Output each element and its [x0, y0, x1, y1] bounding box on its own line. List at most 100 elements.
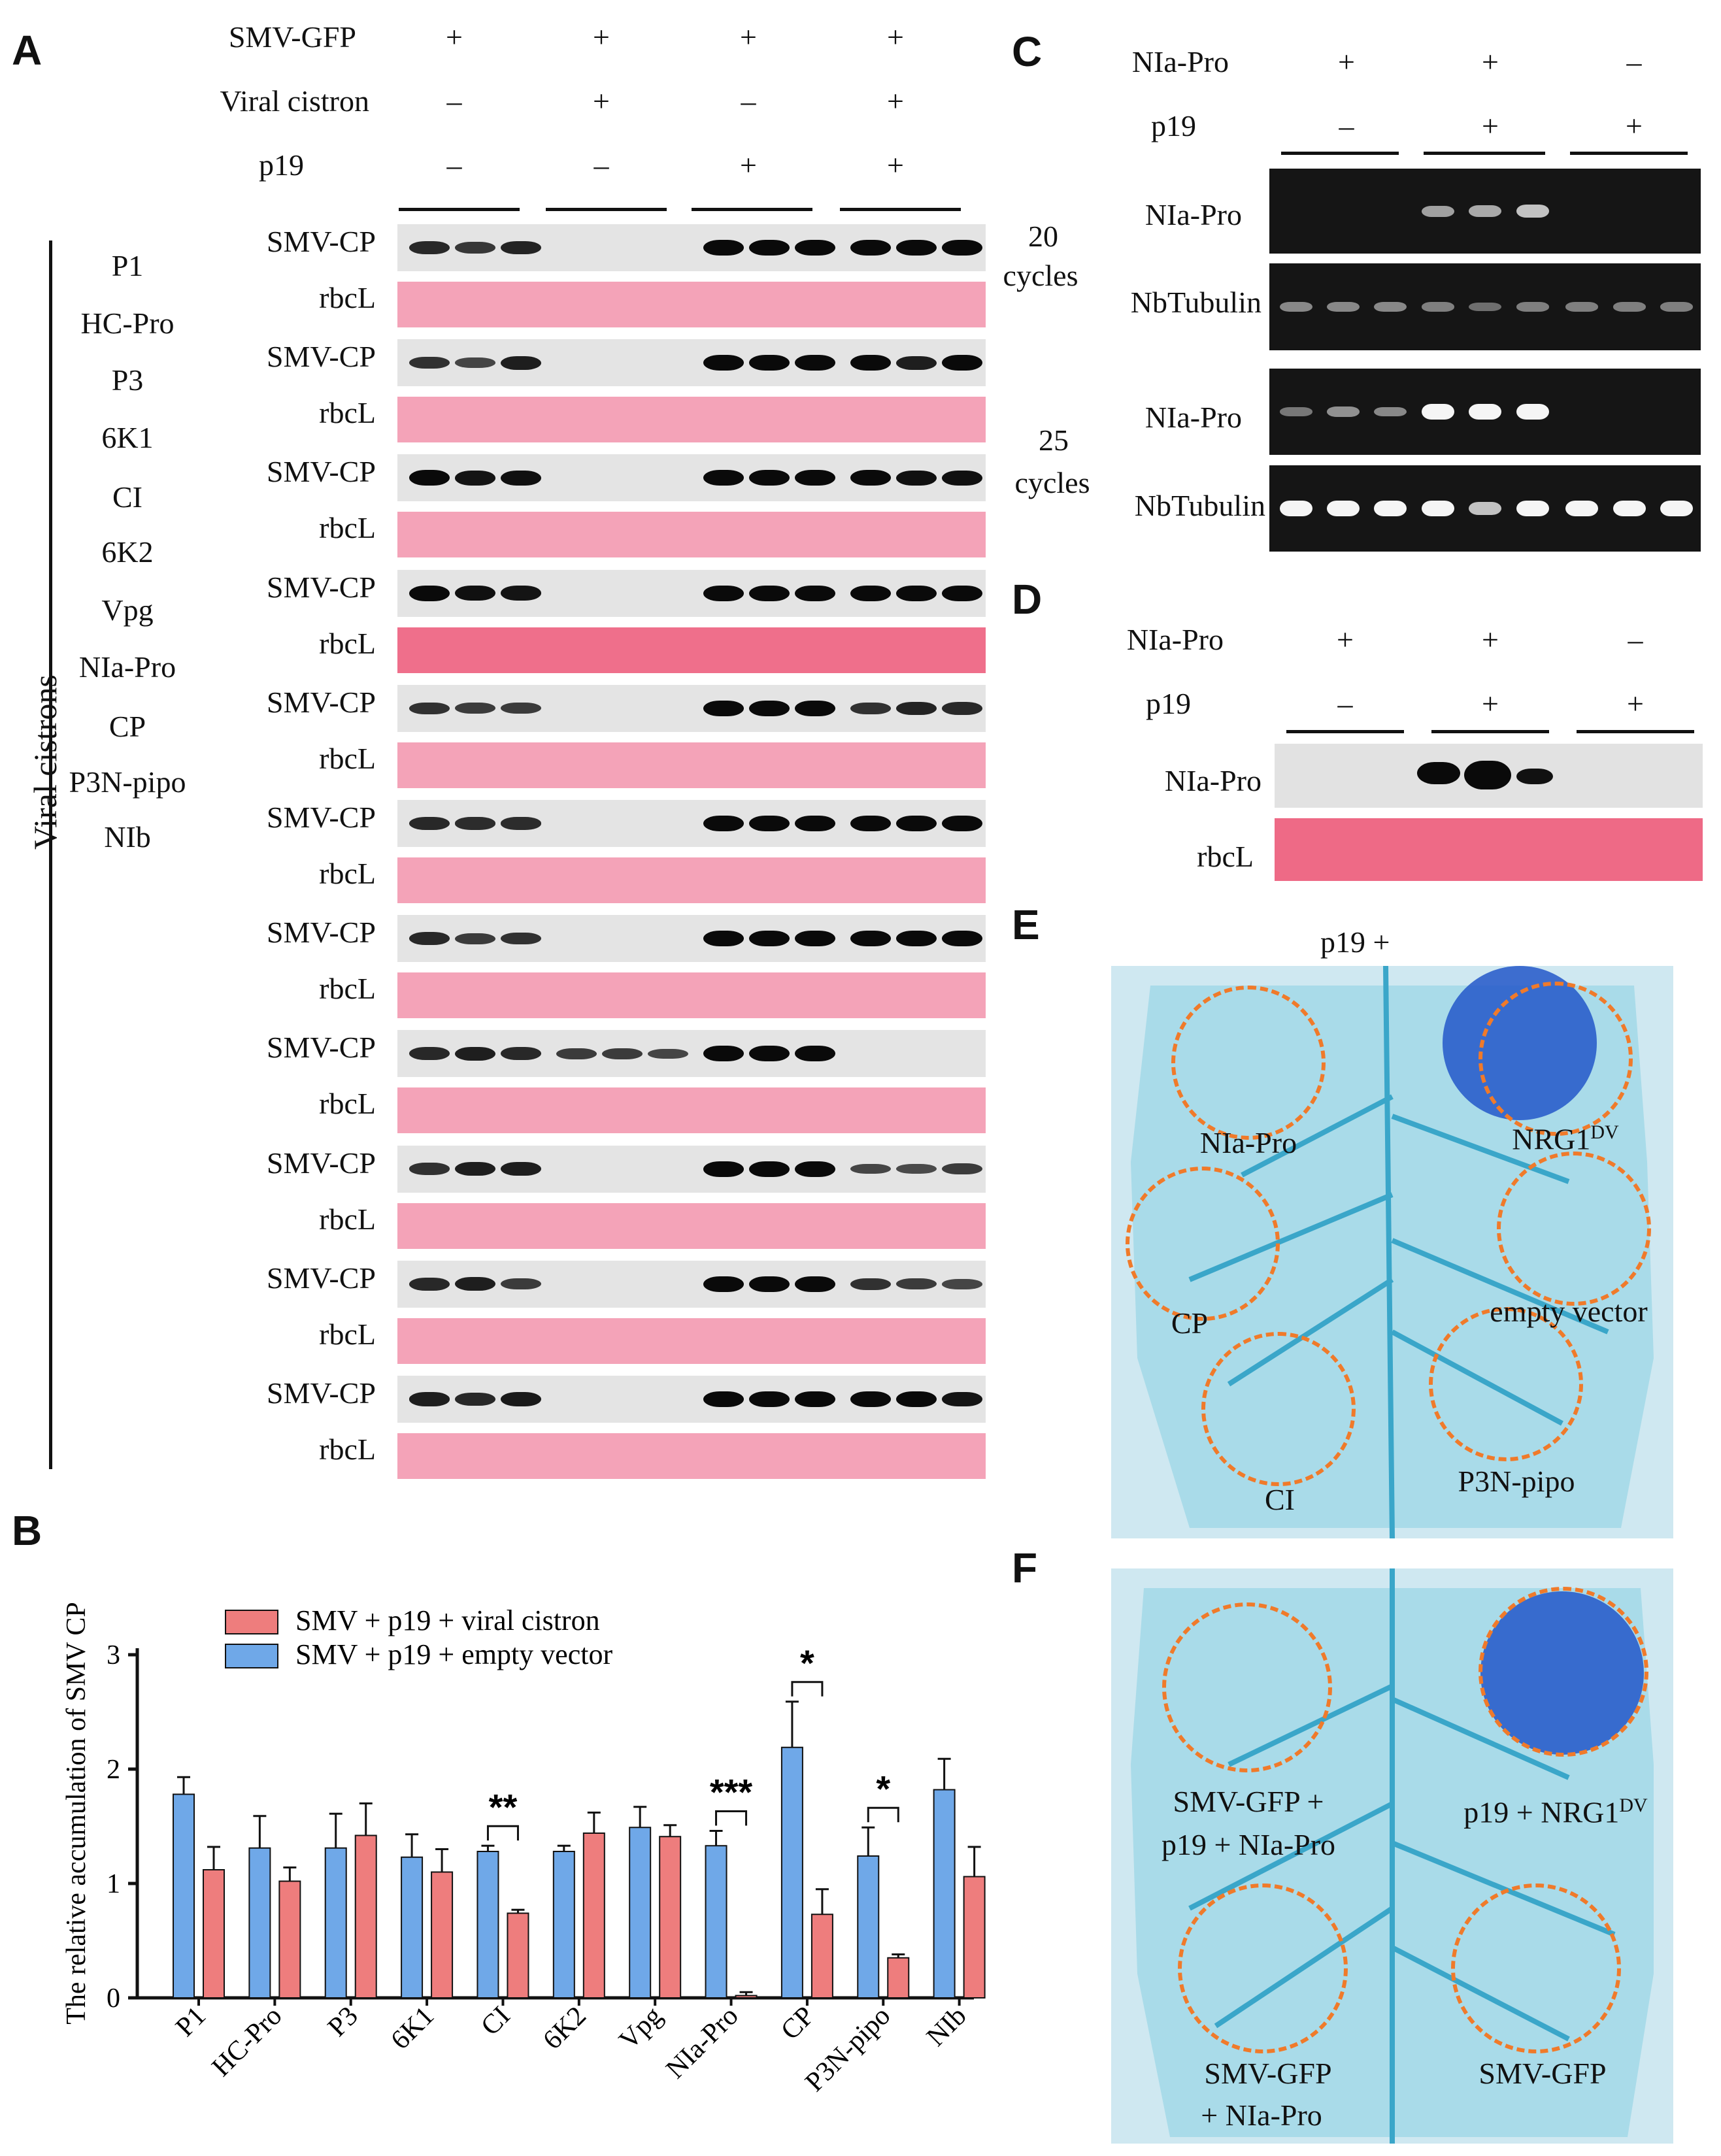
smv-cp-blot: [397, 569, 986, 617]
band: [455, 1277, 495, 1291]
band: [455, 1046, 495, 1061]
band: [749, 700, 790, 716]
band: [896, 585, 937, 601]
band: [850, 355, 891, 371]
rbcl-blot: [397, 1087, 986, 1134]
panel-letter-a: A: [12, 27, 42, 74]
band: [703, 1276, 744, 1292]
x-tick-label: HC-Pro: [206, 2001, 288, 2083]
band: [850, 470, 891, 486]
band: [409, 817, 450, 830]
legend-label: SMV + p19 + empty vector: [295, 1638, 612, 1670]
group-bar: [1424, 152, 1545, 155]
band: [455, 817, 495, 830]
blot-label-smv-cp: SMV-CP: [266, 225, 376, 258]
bar: [431, 1871, 454, 1998]
treatment-sign: +: [1338, 45, 1355, 78]
side-bracket-line: [49, 240, 52, 1469]
rbcl-blot: [397, 282, 986, 327]
gel-band: [1660, 501, 1693, 516]
treatment-sign: +: [1482, 687, 1499, 720]
panel-letter-c: C: [1012, 28, 1043, 75]
treatment-sign: +: [887, 148, 904, 182]
gel-label-tubulin-25: NbTubulin: [1134, 489, 1265, 522]
smv-cp-blot: [397, 1260, 986, 1308]
gel-band: [1374, 302, 1407, 312]
blot-label-smv-cp: SMV-CP: [266, 1261, 376, 1295]
treatment-sign: +: [740, 148, 757, 182]
treatment-sign: +: [446, 20, 463, 54]
treatment-sign: +: [1482, 45, 1499, 78]
cistron-label: Vpg: [101, 593, 154, 627]
blot-label-rbcl: rbcL: [319, 1317, 376, 1351]
band: [942, 1163, 982, 1175]
cistron-label: HC-Pro: [80, 307, 175, 340]
bar: [705, 1845, 727, 1998]
bar: [203, 1869, 225, 1998]
group-bar: [1281, 152, 1399, 155]
infiltration-circle: [1162, 1602, 1332, 1772]
band: [602, 1048, 643, 1059]
cistron-label: CP: [109, 710, 146, 743]
group-bar: [692, 208, 812, 211]
band: [896, 240, 937, 256]
treatment-sign: –: [593, 148, 609, 182]
gel-band: [1565, 501, 1598, 516]
row-label-p19: p19: [259, 148, 304, 182]
gel-band: [1613, 302, 1646, 312]
legend-swatch: [225, 1610, 278, 1634]
blot-label-smv-cp: SMV-CP: [266, 1146, 376, 1180]
gel-band: [1469, 502, 1501, 515]
band: [703, 585, 744, 601]
significance-bracket: [867, 1806, 899, 1823]
blot-label-rbcl: rbcL: [319, 1087, 376, 1121]
spot-label-p19-nrg1: p19 + NRG1DV: [1463, 1795, 1648, 1829]
blot-label-smv-cp: SMV-CP: [266, 455, 376, 489]
band: [749, 1046, 790, 1062]
d-row-label-p19: p19: [1146, 687, 1191, 720]
infiltration-circle: [1429, 1307, 1583, 1461]
gel-band: [1516, 501, 1549, 516]
spot-label-p19-nia-pro: p19 + NIa-Pro: [1161, 1828, 1336, 1861]
infiltration-circle: [1479, 982, 1633, 1136]
band: [749, 1391, 790, 1407]
gel-band: [1469, 205, 1501, 217]
band: [850, 931, 891, 947]
rbcl-blot: [397, 857, 986, 903]
band: [703, 816, 744, 831]
rbcl-blot: [397, 627, 986, 673]
band: [896, 1164, 937, 1174]
band: [501, 240, 541, 255]
rbcl-blot: [397, 1202, 986, 1249]
band: [409, 702, 450, 714]
gel-band: [1469, 303, 1501, 311]
band: [501, 932, 541, 945]
legend-label: SMV + p19 + viral cistron: [295, 1604, 600, 1636]
treatment-sign: –: [1628, 623, 1643, 656]
significance-label: *: [800, 1642, 814, 1683]
row-label-viral-cistron: Viral cistron: [220, 84, 369, 118]
gel-band: [1422, 302, 1454, 312]
band: [795, 700, 835, 716]
infiltration-circle: [1171, 986, 1326, 1140]
gel-band: [1422, 501, 1454, 516]
gel-band: [1565, 302, 1598, 312]
x-tick-label: 6K2: [537, 2001, 592, 2056]
bar: [963, 1876, 986, 1998]
bar: [780, 1746, 803, 1998]
band: [850, 240, 891, 256]
rbcl-blot: [397, 512, 986, 558]
band: [795, 1046, 835, 1062]
infiltration-circle: [1479, 1587, 1648, 1757]
gel-band: [1516, 205, 1549, 218]
smv-cp-blot: [397, 684, 986, 732]
gel-band: [1613, 501, 1646, 516]
bar: [735, 1995, 758, 1998]
gel-band: [1422, 205, 1454, 217]
band: [501, 470, 541, 486]
band: [1516, 769, 1553, 784]
band: [749, 470, 790, 486]
d-blot-label-rbcl: rbcL: [1197, 840, 1254, 873]
blot-label-rbcl: rbcL: [319, 626, 376, 660]
treatment-sign: –: [1337, 687, 1353, 720]
